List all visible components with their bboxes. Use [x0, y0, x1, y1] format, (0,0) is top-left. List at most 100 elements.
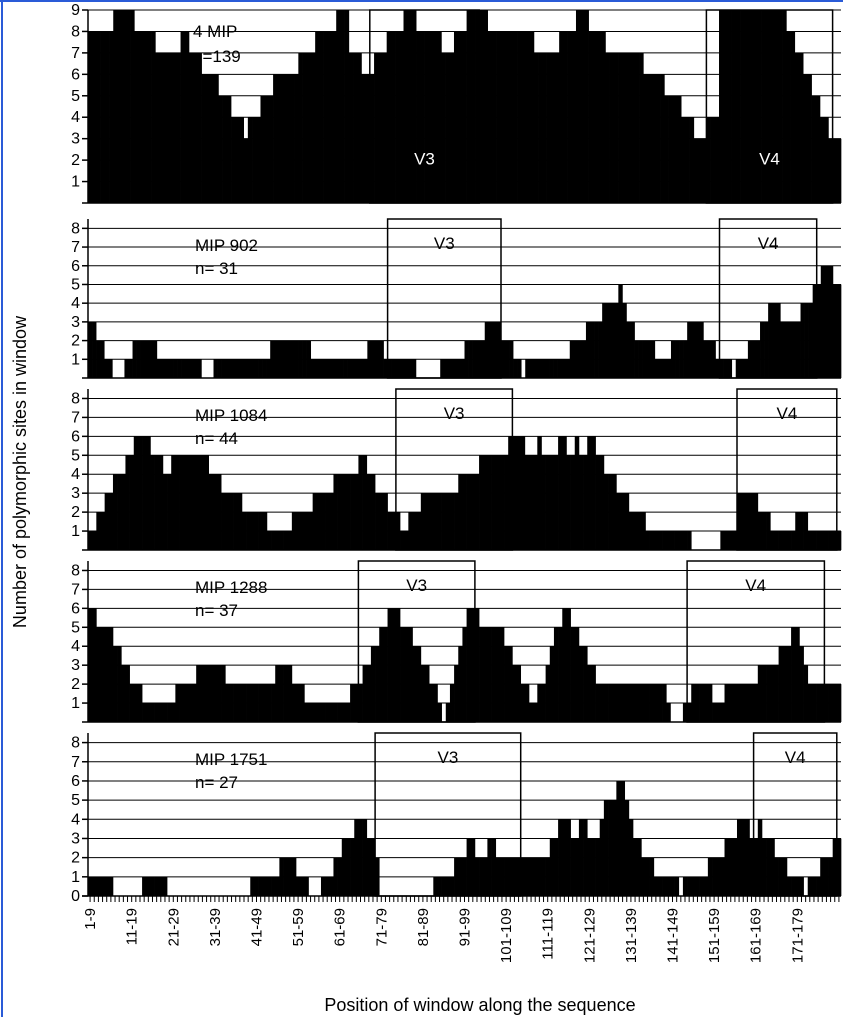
region-box-v4 — [718, 218, 818, 379]
bar — [316, 703, 322, 722]
panel-5: 0 1 2 3 4 5 6 7 8 V3 V4 MIP 1751 n= 27 — [71, 732, 842, 905]
x-axis-title: Position of window along the sequence — [324, 995, 635, 1015]
panel-label: MIP 1288 — [195, 578, 267, 597]
bar — [773, 10, 779, 203]
bar — [357, 52, 362, 203]
bar — [720, 703, 725, 722]
bar — [836, 531, 842, 550]
bar — [222, 95, 228, 203]
bar — [341, 474, 347, 550]
bar — [778, 857, 784, 896]
bar — [647, 74, 653, 203]
bar — [512, 665, 517, 722]
bar — [553, 455, 559, 550]
bar — [252, 117, 257, 203]
x-tick-label: 131-139 — [623, 908, 640, 963]
bar — [749, 838, 754, 896]
bar — [679, 340, 684, 378]
bar — [452, 359, 457, 378]
bar — [308, 703, 313, 722]
bar — [432, 31, 438, 203]
bar — [508, 857, 513, 896]
bar — [399, 359, 405, 378]
bar — [151, 31, 156, 203]
y-tick-label: 8 — [71, 220, 80, 237]
bar — [736, 684, 742, 722]
bar — [449, 52, 455, 203]
bar — [533, 359, 538, 378]
bar — [786, 531, 792, 550]
bar — [104, 627, 110, 722]
bar — [541, 455, 546, 550]
bar — [437, 493, 442, 550]
bar — [491, 627, 497, 722]
bar — [375, 857, 380, 896]
bar — [774, 531, 779, 550]
bar — [424, 493, 430, 550]
bar — [260, 95, 266, 203]
bar — [367, 340, 372, 378]
bar — [595, 684, 601, 722]
y-tick-label: 5 — [71, 619, 80, 636]
bar — [541, 359, 546, 378]
panel-label: MIP 1751 — [195, 750, 267, 769]
bar — [243, 138, 249, 203]
bar — [320, 493, 326, 550]
bar — [715, 359, 720, 378]
bar — [370, 474, 376, 550]
bar — [329, 493, 334, 550]
bar — [221, 493, 226, 550]
bar — [391, 359, 397, 378]
bar — [375, 340, 380, 378]
bar — [670, 876, 675, 896]
bar — [411, 10, 417, 203]
bar — [192, 684, 197, 722]
bar — [786, 646, 792, 722]
bar — [150, 455, 155, 550]
bar — [395, 608, 401, 722]
bar — [820, 684, 825, 722]
bar — [637, 838, 642, 896]
bar — [117, 646, 122, 722]
bar — [499, 455, 505, 550]
bar — [578, 646, 584, 722]
bar — [719, 10, 724, 203]
y-tick-label: 6 — [71, 66, 80, 83]
bar — [310, 52, 316, 203]
bar — [254, 684, 259, 722]
bar — [144, 340, 150, 378]
bar — [711, 340, 716, 378]
bar — [538, 52, 543, 203]
bar — [185, 359, 190, 378]
y-tick-label: 4 — [71, 466, 80, 483]
bar — [776, 303, 781, 378]
bar — [320, 876, 326, 896]
bar — [279, 665, 284, 722]
region-box-v3 — [369, 9, 480, 204]
bar — [449, 684, 455, 722]
bar — [571, 31, 577, 203]
bar — [250, 684, 255, 722]
bar — [475, 10, 480, 203]
bar — [695, 321, 700, 378]
bar — [836, 138, 842, 203]
bar — [171, 703, 176, 722]
bar — [504, 31, 510, 203]
bar — [474, 608, 480, 722]
bar — [682, 876, 688, 896]
bar — [603, 684, 609, 722]
bar — [395, 31, 400, 203]
bar — [578, 819, 584, 896]
bar — [226, 95, 232, 203]
bar — [495, 857, 501, 896]
bar — [300, 512, 305, 550]
bar — [271, 531, 276, 550]
bar — [612, 474, 617, 550]
bar — [606, 303, 611, 378]
bar — [751, 340, 757, 378]
bar — [577, 340, 583, 378]
bar — [620, 684, 626, 722]
bar — [175, 684, 180, 722]
bar — [416, 31, 421, 203]
bar — [558, 627, 563, 722]
